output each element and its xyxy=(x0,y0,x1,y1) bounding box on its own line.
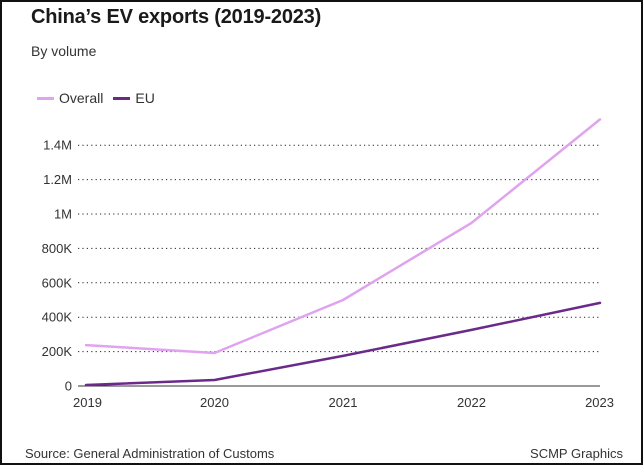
legend-item-eu: EU xyxy=(113,90,155,106)
x-tick-label: 2022 xyxy=(457,395,486,410)
y-axis-ticks: 0 200K 400K 600K 800K 1M 1.2M 1.4M xyxy=(42,138,73,394)
legend-swatch-overall xyxy=(37,96,54,100)
y-tick-label: 1.4M xyxy=(43,138,72,153)
legend-label-overall: Overall xyxy=(59,90,104,106)
x-axis-ticks: 2019 2020 2021 2022 2023 xyxy=(73,395,614,410)
y-tick-label: 200K xyxy=(42,344,73,359)
y-tick-label: 1.2M xyxy=(43,172,72,187)
credit-note: SCMP Graphics xyxy=(530,446,623,461)
legend: Overall EU xyxy=(37,90,165,106)
y-tick-label: 600K xyxy=(42,275,73,290)
y-tick-label: 1M xyxy=(54,207,72,222)
y-tick-label: 0 xyxy=(65,379,72,394)
legend-item-overall: Overall xyxy=(37,90,103,106)
legend-swatch-eu xyxy=(113,96,131,100)
x-tick-label: 2019 xyxy=(73,395,102,410)
series-lines xyxy=(84,118,602,387)
y-tick-label: 800K xyxy=(42,241,73,256)
chart-subtitle: By volume xyxy=(31,43,97,59)
x-tick-label: 2020 xyxy=(200,395,229,410)
series-line-eu xyxy=(84,301,602,387)
x-tick-label: 2021 xyxy=(329,395,358,410)
chart-title: China’s EV exports (2019-2023) xyxy=(31,6,322,28)
legend-label-eu: EU xyxy=(135,90,155,106)
series-line-overall xyxy=(84,118,602,355)
gridlines xyxy=(78,144,600,353)
source-note: Source: General Administration of Custom… xyxy=(25,446,275,461)
y-tick-label: 400K xyxy=(42,310,73,325)
x-tick-label: 2023 xyxy=(585,395,614,410)
